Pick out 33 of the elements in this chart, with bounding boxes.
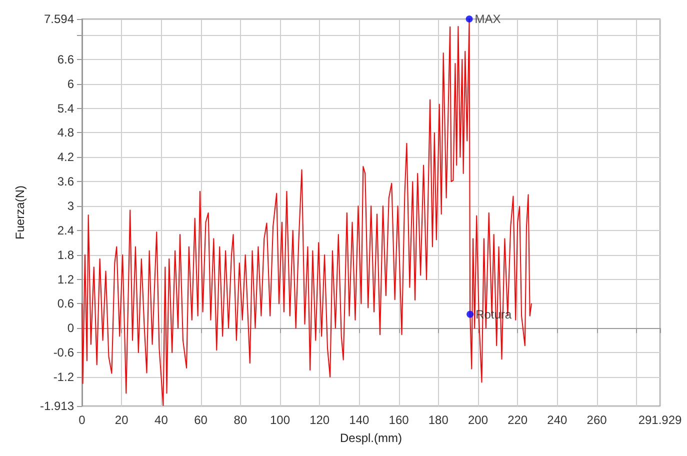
y-tick-label: 5.4 xyxy=(57,101,74,116)
x-axis-title: Despl.(mm) xyxy=(340,431,402,445)
x-tick-label: 120 xyxy=(310,413,330,427)
y-tick-label: 3 xyxy=(67,199,74,214)
x-tick-label: 180 xyxy=(428,413,449,427)
y-tick-label: -0.6 xyxy=(53,346,74,360)
y-tick-label: 6.6 xyxy=(57,52,74,66)
y-tick-label: 4.8 xyxy=(57,126,74,140)
y-tick-label: 0.6 xyxy=(57,296,74,311)
y-tick-label: -1.913 xyxy=(40,399,74,413)
x-tick-label: 100 xyxy=(270,413,290,427)
y-tick-label: 1.2 xyxy=(57,272,74,286)
y-tick-label: 6 xyxy=(67,76,74,91)
y-axis-title: Fuerza(N) xyxy=(13,185,27,240)
x-tick-label: 200 xyxy=(468,413,488,427)
y-tick-label: 4.2 xyxy=(57,150,74,164)
x-tick-label: 60 xyxy=(194,413,208,427)
x-tick-label: 80 xyxy=(234,413,248,427)
y-tick-label: 7.594 xyxy=(44,12,74,26)
x-tick-label: 20 xyxy=(114,413,129,427)
x-tick-label: 0 xyxy=(78,413,86,427)
x-tick-label: 260 xyxy=(586,413,608,427)
x-tick-label: 240 xyxy=(547,413,568,427)
y-tick-label: 2.4 xyxy=(57,223,74,238)
x-tick-label: 140 xyxy=(349,413,370,427)
y-tick-label: 1.8 xyxy=(57,248,74,262)
x-tick-label: 291.929 xyxy=(638,413,682,427)
y-tick-label: 3.6 xyxy=(57,174,74,189)
x-tick-label: 40 xyxy=(154,413,168,427)
y-tick-label: 0 xyxy=(67,321,74,336)
x-tick-label: 160 xyxy=(388,413,410,427)
y-tick-label: -1.2 xyxy=(53,370,74,384)
x-tick-label: 220 xyxy=(508,413,528,427)
